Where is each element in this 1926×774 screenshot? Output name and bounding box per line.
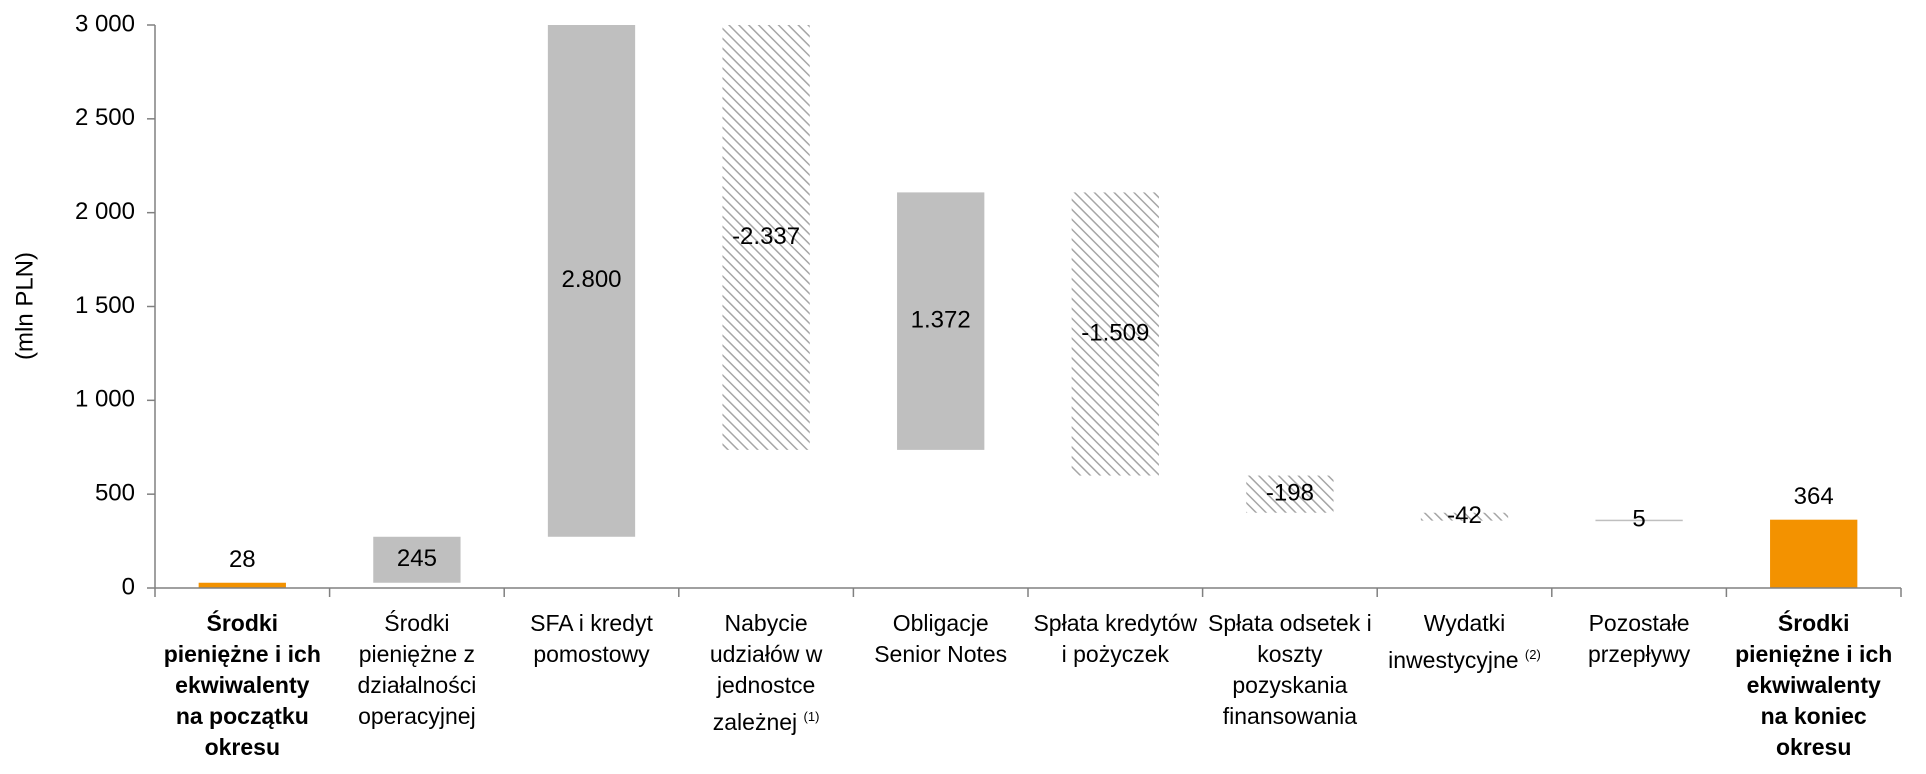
x-tick-label: SFA i kredyt pomostowy — [508, 608, 675, 670]
x-tick-label: Pozostałe przepływy — [1556, 608, 1723, 670]
y-tick-label: 500 — [95, 480, 135, 507]
bar — [722, 25, 810, 450]
x-tick-label: Spłata odsetek i koszty pozyskania finan… — [1207, 608, 1374, 732]
y-tick-label: 2 000 — [75, 198, 135, 225]
category-text: Spłata kredytów i pożyczek — [1033, 610, 1198, 667]
bar — [1246, 475, 1334, 513]
category-text: Środki pieniężne z działalności operacyj… — [357, 610, 477, 729]
bar — [547, 25, 636, 537]
value-label: 245 — [397, 545, 437, 572]
bar — [1770, 519, 1858, 588]
y-tick-label: 1 500 — [75, 292, 135, 319]
category-text: Nabycie udziałów w jednostce zależnej — [709, 610, 823, 735]
category-text: Spłata odsetek i koszty pozyskania finan… — [1208, 610, 1372, 729]
category-text: SFA i kredyt pomostowy — [530, 610, 653, 667]
bar — [1595, 519, 1683, 522]
category-text: Środki pieniężne i ich ekwiwalenty na po… — [163, 610, 321, 760]
x-tick-label: Środki pieniężne i ich ekwiwalenty na po… — [159, 608, 326, 763]
value-label: 364 — [1794, 483, 1834, 510]
value-label: 5 — [1632, 506, 1645, 533]
value-label: -42 — [1447, 502, 1482, 529]
y-tick-label: 3 000 — [75, 10, 135, 37]
x-tick-label: Środki pieniężne i ich ekwiwalenty na ko… — [1730, 608, 1897, 763]
bar — [1071, 192, 1159, 476]
value-label: 1.372 — [911, 306, 971, 333]
value-label: -198 — [1266, 480, 1314, 507]
x-tick-label: Środki pieniężne z działalności operacyj… — [334, 608, 501, 732]
value-label: -2.337 — [732, 223, 800, 250]
y-tick-label: 1 000 — [75, 386, 135, 413]
category-text: Pozostałe przepływy — [1587, 610, 1691, 667]
category-text: Obligacje Senior Notes — [874, 610, 1008, 667]
value-label: 2.800 — [561, 266, 621, 293]
footnote-marker: (1) — [803, 709, 820, 724]
bar — [897, 192, 985, 450]
bar — [198, 582, 286, 588]
value-label: -1.509 — [1081, 319, 1149, 346]
bar — [373, 536, 461, 583]
bar — [1420, 512, 1509, 521]
value-label: 28 — [229, 546, 256, 573]
bars — [198, 25, 1858, 588]
x-tick-label: Nabycie udziałów w jednostce zależnej (1… — [683, 608, 850, 738]
y-tick-label: 2 500 — [75, 104, 135, 131]
footnote-marker: (2) — [1524, 647, 1541, 662]
y-axis-label: (mln PLN) — [11, 252, 38, 360]
category-text: Wydatki inwestycyjne — [1388, 610, 1519, 673]
x-tick-label: Spłata kredytów i pożyczek — [1032, 608, 1199, 670]
y-tick-label: 0 — [122, 573, 135, 600]
x-tick-label: Obligacje Senior Notes — [857, 608, 1024, 670]
x-tick-label: Wydatki inwestycyjne (2) — [1381, 608, 1548, 676]
category-text: Środki pieniężne i ich ekwiwalenty na ko… — [1735, 610, 1893, 760]
